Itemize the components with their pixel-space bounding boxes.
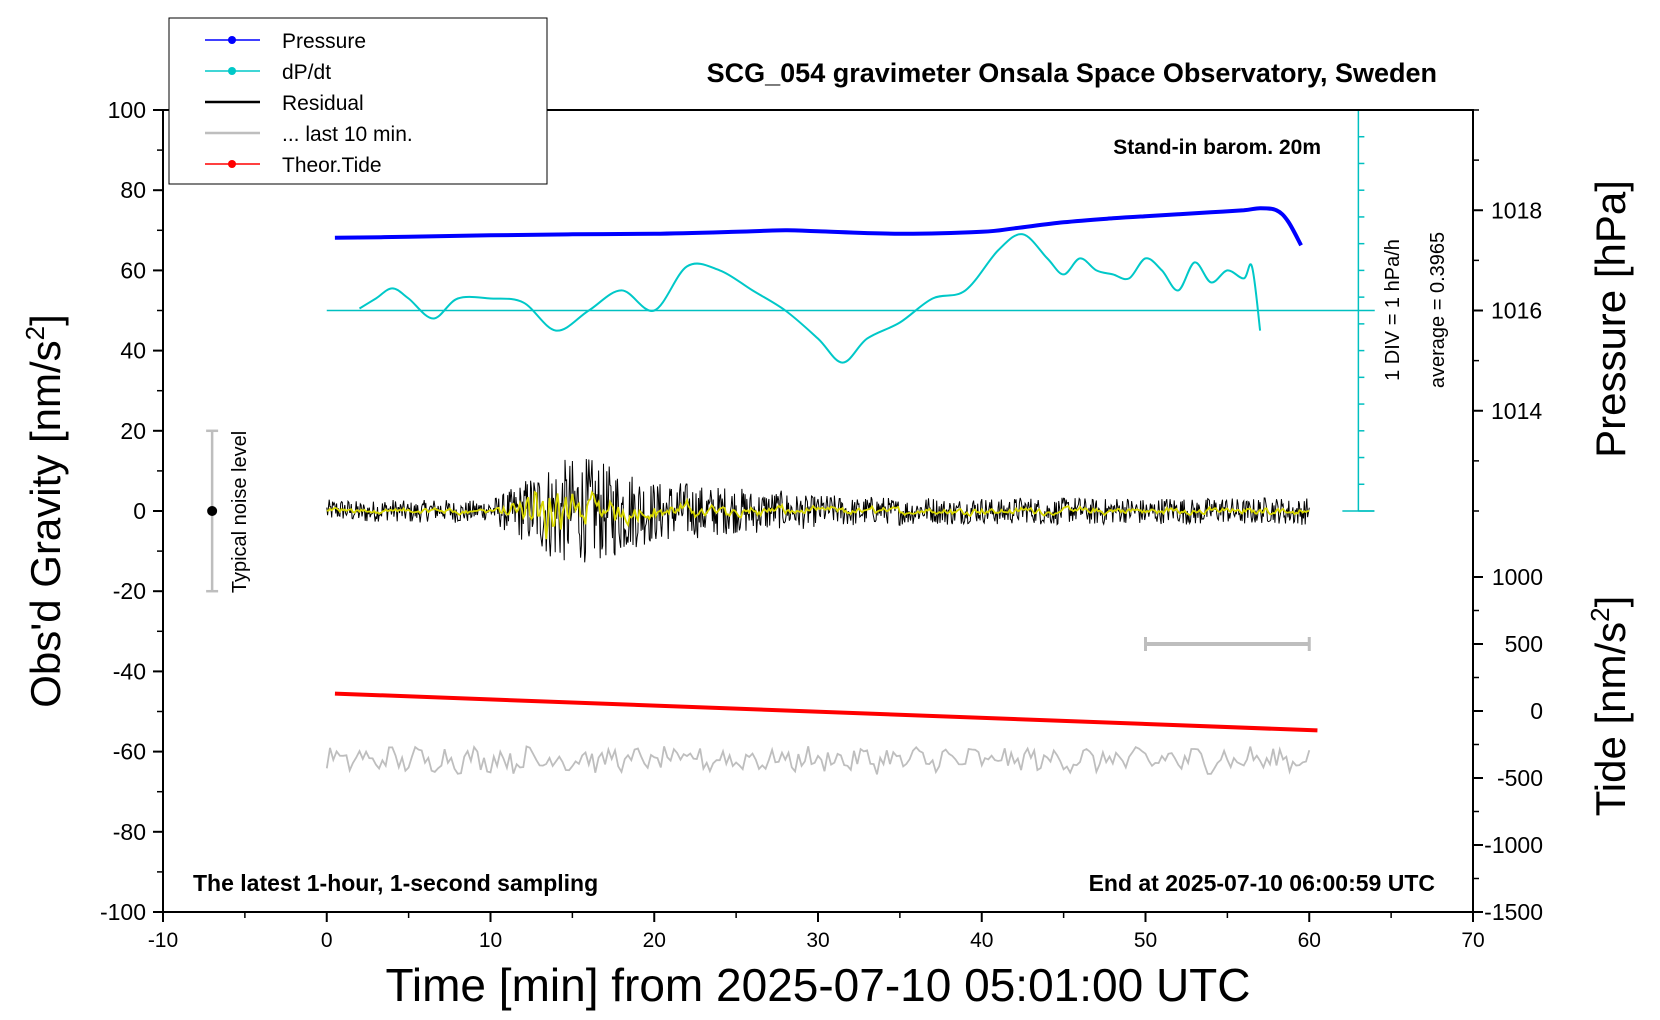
x-tick-label: 0 bbox=[321, 929, 333, 952]
x-tick-label: -10 bbox=[148, 929, 178, 952]
legend-label: dP/dt bbox=[282, 61, 331, 84]
x-tick-label: 30 bbox=[806, 929, 829, 952]
text-layer: SCG_054 gravimeter Onsala Space Observat… bbox=[20, 58, 1634, 1011]
y-axis-label-gravity: Obs'd Gravity [nm/s2] bbox=[20, 314, 69, 708]
legend-marker bbox=[228, 160, 236, 168]
pressure-tick-label: 1014 bbox=[1491, 398, 1542, 424]
x-tick-label: 10 bbox=[479, 929, 502, 952]
y-tick-label: 20 bbox=[120, 418, 146, 444]
y-axis-label-tide-main: Tide [nm/s bbox=[1587, 622, 1634, 817]
pressure-tick-label: 1016 bbox=[1491, 298, 1542, 324]
axes-layer bbox=[153, 109, 1483, 922]
y-axis-label-tide: Tide [nm/s2] bbox=[1585, 596, 1634, 817]
residual-filtered-line bbox=[326, 490, 1310, 540]
x-tick-label: 60 bbox=[1298, 929, 1321, 952]
y-axis-label-gravity-close: ] bbox=[22, 314, 69, 326]
y-axis-label-pressure: Pressure [hPa] bbox=[1587, 180, 1634, 458]
x-axis-label: Time [min] from 2025-07-10 05:01:00 UTC bbox=[386, 959, 1251, 1011]
y-axis-label-gravity-main: Obs'd Gravity [nm/s bbox=[22, 340, 69, 707]
x-tick-label: 50 bbox=[1134, 929, 1157, 952]
x-tick-label: 20 bbox=[643, 929, 666, 952]
legend-label: Residual bbox=[282, 92, 364, 115]
legend-marker bbox=[228, 36, 236, 44]
tide-tick-label: 500 bbox=[1505, 631, 1543, 657]
y-axis-label-tide-sup: 2 bbox=[1585, 607, 1615, 621]
tide-tick-label: 1000 bbox=[1492, 564, 1543, 590]
y-tick-label: 60 bbox=[120, 257, 146, 283]
div-label: 1 DIV = 1 hPa/h bbox=[1382, 239, 1404, 381]
y-tick-label: -80 bbox=[113, 819, 146, 845]
y-tick-label: -60 bbox=[113, 739, 146, 765]
average-label: average = 0.3965 bbox=[1427, 232, 1449, 388]
residual-line bbox=[326, 458, 1310, 563]
chart-title: SCG_054 gravimeter Onsala Space Observat… bbox=[707, 58, 1437, 88]
x-tick-label: 70 bbox=[1461, 929, 1484, 952]
x-tick-label: 40 bbox=[970, 929, 993, 952]
y-tick-label: 0 bbox=[133, 498, 146, 524]
last-10-min-line bbox=[325, 744, 1311, 775]
pressure-tick-label: 1018 bbox=[1491, 197, 1542, 223]
stand-in-label: Stand-in barom. 20m bbox=[1113, 136, 1321, 159]
tide-tick-label: -500 bbox=[1497, 765, 1543, 791]
end-at-label: End at 2025-07-10 06:00:59 UTC bbox=[1089, 870, 1435, 896]
y-tick-label: 80 bbox=[120, 177, 146, 203]
y-tick-label: 40 bbox=[120, 338, 146, 364]
dpdt-line bbox=[358, 233, 1262, 364]
legend-label: Theor.Tide bbox=[282, 154, 382, 177]
legend-label: ... last 10 min. bbox=[282, 123, 413, 146]
y-tick-label: 100 bbox=[108, 97, 146, 123]
legend: Pressure dP/dt Residual ... last 10 min. The… bbox=[168, 17, 548, 185]
legend-marker bbox=[228, 67, 236, 75]
y-tick-label: -40 bbox=[113, 658, 146, 684]
latest-label: The latest 1-hour, 1-second sampling bbox=[193, 870, 598, 896]
tide-tick-label: -1500 bbox=[1484, 899, 1543, 925]
y-tick-label: -20 bbox=[113, 578, 146, 604]
legend-label: Pressure bbox=[282, 30, 366, 53]
theoretical-tide-line bbox=[334, 691, 1318, 733]
tide-tick-label: -1000 bbox=[1484, 832, 1543, 858]
y-axis-label-tide-close: ] bbox=[1587, 596, 1634, 608]
noise-label: Typical noise level bbox=[229, 431, 251, 593]
noise-bar-center-point bbox=[207, 506, 218, 516]
plot-layer bbox=[206, 109, 1375, 775]
y-tick-label: -100 bbox=[100, 899, 146, 925]
tide-tick-label: 0 bbox=[1530, 698, 1543, 724]
y-axis-label-gravity-sup: 2 bbox=[20, 326, 50, 340]
pressure-line bbox=[334, 206, 1303, 247]
